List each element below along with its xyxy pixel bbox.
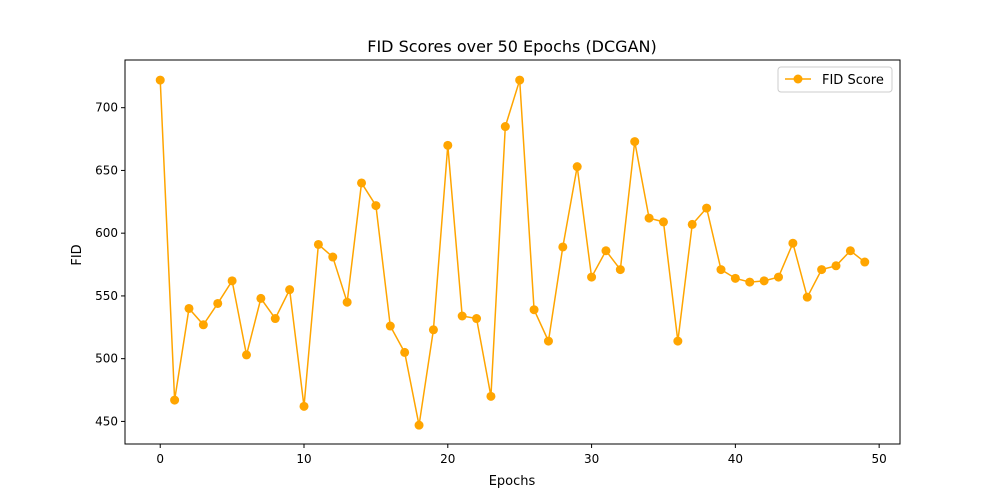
data-point <box>270 314 280 324</box>
data-point <box>558 242 568 252</box>
data-point <box>198 320 208 330</box>
y-tick-label: 700 <box>95 101 118 115</box>
data-point <box>342 297 352 307</box>
chart-title: FID Scores over 50 Epochs (DCGAN) <box>367 37 656 56</box>
x-tick-label: 20 <box>440 452 455 466</box>
x-axis-ticks: 0 10 20 30 40 50 <box>156 444 887 466</box>
data-point <box>716 265 726 275</box>
x-tick-label: 30 <box>584 452 599 466</box>
data-point <box>241 350 251 360</box>
data-point <box>817 265 827 275</box>
data-point <box>845 246 855 256</box>
x-tick-label: 10 <box>296 452 311 466</box>
data-point <box>184 303 194 313</box>
data-point <box>831 261 841 271</box>
data-point <box>414 420 424 430</box>
data-point <box>543 336 553 346</box>
data-point <box>615 265 625 275</box>
data-point <box>500 122 510 132</box>
y-axis-ticks: 450 500 550 600 650 700 <box>95 101 125 428</box>
data-point <box>759 276 769 286</box>
data-point <box>687 219 697 229</box>
data-point <box>256 293 266 303</box>
data-point <box>170 395 180 405</box>
data-point <box>457 311 467 321</box>
y-tick-label: 650 <box>95 163 118 177</box>
data-point <box>788 238 798 248</box>
data-point <box>644 213 654 223</box>
data-point <box>285 285 295 295</box>
data-point <box>745 277 755 287</box>
x-tick-label: 40 <box>728 452 743 466</box>
y-tick-label: 600 <box>95 226 118 240</box>
data-point <box>515 75 525 85</box>
data-point <box>472 314 482 324</box>
data-point <box>774 272 784 282</box>
data-point <box>587 272 597 282</box>
y-tick-label: 500 <box>95 352 118 366</box>
data-point <box>802 292 812 302</box>
data-point <box>658 217 668 227</box>
y-tick-label: 450 <box>95 414 118 428</box>
x-axis-label: Epochs <box>489 474 536 489</box>
data-point <box>529 305 539 315</box>
data-point <box>673 336 683 346</box>
x-tick-label: 50 <box>872 452 887 466</box>
data-point <box>860 257 870 267</box>
data-point <box>299 401 309 411</box>
data-point <box>227 276 237 286</box>
data-point <box>730 273 740 283</box>
x-tick-label: 0 <box>156 452 164 466</box>
y-axis-label: FID <box>70 244 85 265</box>
data-point <box>486 391 496 401</box>
legend-entry-label: FID Score <box>822 73 884 88</box>
data-point <box>443 140 453 150</box>
data-point <box>213 298 223 308</box>
legend: FID Score <box>777 66 893 93</box>
data-point <box>328 252 338 262</box>
data-point <box>357 178 367 188</box>
data-point <box>428 325 438 335</box>
data-point <box>155 75 165 85</box>
data-point <box>572 162 582 172</box>
legend-box <box>777 66 893 93</box>
data-point <box>385 321 395 331</box>
legend-marker-sample <box>793 74 803 84</box>
data-point <box>400 347 410 357</box>
plot-frame <box>124 59 901 445</box>
data-point <box>702 203 712 213</box>
data-point <box>601 246 611 256</box>
data-point <box>313 239 323 249</box>
data-point <box>630 137 640 147</box>
fid-score-points <box>155 75 870 430</box>
y-tick-label: 550 <box>95 289 118 303</box>
data-point <box>371 201 381 211</box>
